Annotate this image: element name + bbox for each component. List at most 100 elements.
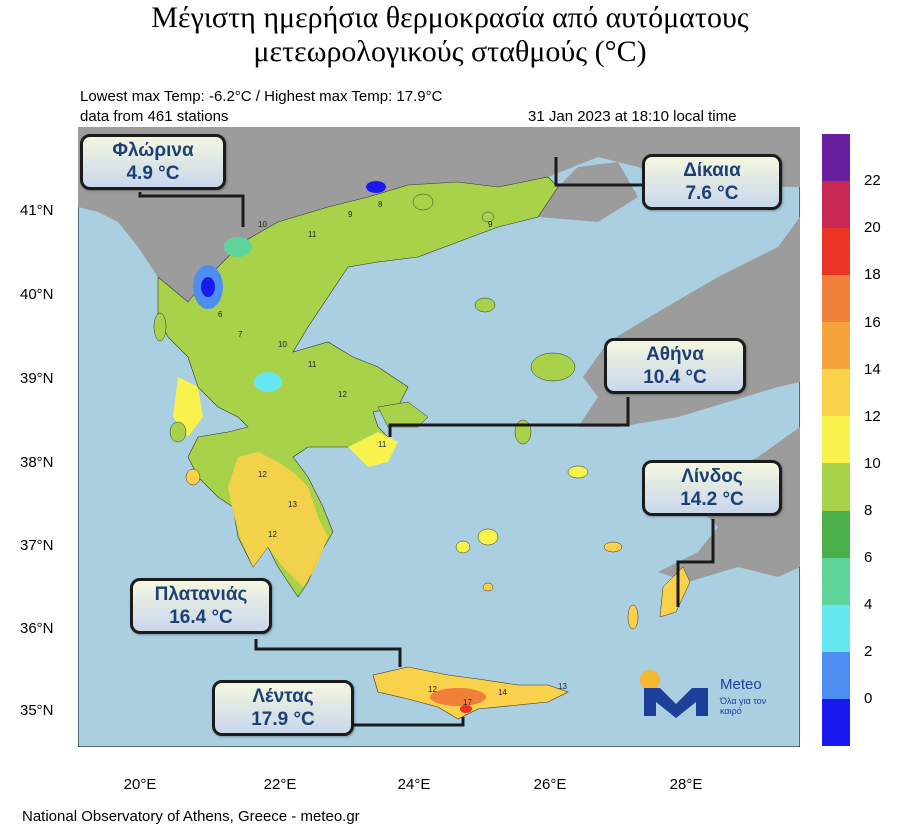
svg-text:10: 10 bbox=[278, 340, 287, 349]
svg-text:9: 9 bbox=[488, 220, 493, 229]
colorbar-label: 18 bbox=[864, 266, 881, 283]
colorbar-swatch bbox=[822, 416, 850, 464]
svg-text:14: 14 bbox=[498, 688, 507, 697]
svg-text:12: 12 bbox=[428, 685, 437, 694]
colorbar-label: 10 bbox=[864, 455, 881, 472]
colorbar-swatch bbox=[822, 181, 850, 229]
callout-temperature: 16.4 °C bbox=[169, 607, 233, 628]
colorbar-swatch bbox=[822, 275, 850, 323]
attica-warm bbox=[348, 432, 398, 467]
lon-label-28: 28°E bbox=[669, 776, 703, 793]
karpathos bbox=[627, 604, 639, 630]
svg-text:12: 12 bbox=[338, 390, 347, 399]
colorbar-swatch bbox=[822, 651, 850, 699]
lat-label-35: 35°N bbox=[20, 702, 54, 719]
colorbar bbox=[822, 134, 850, 746]
peloponnese-warm bbox=[228, 452, 328, 587]
rhodes bbox=[659, 566, 691, 618]
kefalonia bbox=[169, 421, 187, 443]
callout-lindos: Λίνδος 14.2 °C bbox=[642, 460, 782, 516]
lat-label-41: 41°N bbox=[20, 202, 54, 219]
callout-station-name: Φλώρινα bbox=[112, 140, 194, 161]
svg-text:11: 11 bbox=[308, 360, 317, 369]
logo-brand: Meteo bbox=[720, 676, 762, 693]
callout-athina: Αθήνα 10.4 °C bbox=[604, 338, 746, 394]
colorbar-swatch bbox=[822, 369, 850, 417]
callout-dikaia: Δίκαια 7.6 °C bbox=[642, 154, 782, 210]
balkans-land bbox=[78, 127, 800, 302]
euboea bbox=[377, 401, 429, 428]
meteo-logo-icon bbox=[640, 670, 708, 718]
lon-label-22: 22°E bbox=[263, 776, 297, 793]
lat-label-38: 38°N bbox=[20, 454, 54, 471]
svg-text:17: 17 bbox=[463, 698, 472, 707]
callout-florina: Φλώρινα 4.9 °C bbox=[80, 134, 226, 190]
kos bbox=[603, 541, 623, 553]
svg-text:11: 11 bbox=[308, 230, 317, 239]
west-coast-warm bbox=[173, 377, 203, 437]
lon-label-26: 26°E bbox=[533, 776, 567, 793]
colorbar-label: 14 bbox=[864, 361, 881, 378]
callout-station-name: Πλατανιάς bbox=[154, 584, 248, 605]
callout-temperature: 17.9 °C bbox=[251, 709, 315, 730]
cold-florina bbox=[224, 237, 252, 257]
svg-text:6: 6 bbox=[218, 310, 223, 319]
paros bbox=[455, 540, 471, 554]
svg-text:7: 7 bbox=[238, 330, 243, 339]
callout-station-name: Αθήνα bbox=[646, 344, 704, 365]
callout-temperature: 14.2 °C bbox=[680, 489, 744, 510]
callout-temperature: 10.4 °C bbox=[643, 367, 707, 388]
zakynthos bbox=[185, 468, 201, 486]
lon-label-24: 24°E bbox=[397, 776, 431, 793]
colorbar-swatch bbox=[822, 134, 850, 182]
callout-station-name: Δίκαια bbox=[683, 160, 741, 181]
naxos bbox=[477, 528, 499, 546]
colorbar-label: 12 bbox=[864, 408, 881, 425]
thasos bbox=[412, 193, 434, 211]
temperature-map: 10 11 9 8 6 7 10 11 12 12 13 12 11 12 17 14 13 9 bbox=[78, 127, 800, 747]
callout-lentas: Λέντας 17.9 °C bbox=[212, 680, 354, 736]
svg-text:12: 12 bbox=[258, 470, 267, 479]
colorbar-label: 16 bbox=[864, 314, 881, 331]
cold-central bbox=[254, 372, 282, 392]
callout-platanias: Πλατανιάς 16.4 °C bbox=[130, 578, 272, 634]
colorbar-label: 4 bbox=[864, 596, 873, 613]
svg-text:12: 12 bbox=[268, 530, 277, 539]
samothrace bbox=[481, 211, 495, 223]
svg-text:9: 9 bbox=[348, 210, 353, 219]
station-count: data from 461 stations bbox=[80, 108, 229, 125]
colorbar-label: 2 bbox=[864, 643, 873, 660]
callout-station-name: Λέντας bbox=[252, 686, 314, 707]
callout-station-name: Λίνδος bbox=[681, 466, 743, 487]
colorbar-swatch bbox=[822, 604, 850, 652]
colorbar-label: 0 bbox=[864, 690, 873, 707]
station-values: 10 11 9 8 6 7 10 11 12 12 13 12 11 12 17 14 13 9 bbox=[218, 200, 567, 707]
crete-warm bbox=[430, 688, 486, 706]
svg-text:8: 8 bbox=[378, 200, 383, 209]
cold-rhodope bbox=[366, 181, 386, 193]
lat-label-40: 40°N bbox=[20, 286, 54, 303]
samos bbox=[567, 465, 589, 479]
colorbar-swatch bbox=[822, 228, 850, 276]
callout-temperature: 7.6 °C bbox=[685, 183, 739, 204]
colorbar-swatch bbox=[822, 510, 850, 558]
temp-extremes: Lowest max Temp: -6.2°C / Highest max Te… bbox=[80, 88, 443, 105]
map-title-line1: Μέγιστη ημερήσια θερμοκρασία από αυτόματ… bbox=[151, 1, 749, 34]
svg-text:13: 13 bbox=[288, 500, 297, 509]
colorbar-label: 6 bbox=[864, 549, 873, 566]
callout-temperature: 4.9 °C bbox=[126, 163, 180, 184]
svg-text:10: 10 bbox=[258, 220, 267, 229]
footer-credit: National Observatory of Athens, Greece -… bbox=[22, 808, 360, 825]
thrace-turkey bbox=[538, 162, 638, 222]
lon-label-20: 20°E bbox=[123, 776, 157, 793]
svg-text:13: 13 bbox=[558, 682, 567, 691]
lat-label-36: 36°N bbox=[20, 620, 54, 637]
callout-lines bbox=[138, 157, 715, 727]
map-title-line2: μετεωρολογικούς σταθμούς (°C) bbox=[253, 35, 647, 68]
svg-text:11: 11 bbox=[378, 440, 387, 449]
colorbar-label: 22 bbox=[864, 172, 881, 189]
limnos bbox=[474, 297, 496, 313]
lat-label-37: 37°N bbox=[20, 537, 54, 554]
colorbar-swatch bbox=[822, 557, 850, 605]
crete-hot bbox=[460, 705, 472, 713]
